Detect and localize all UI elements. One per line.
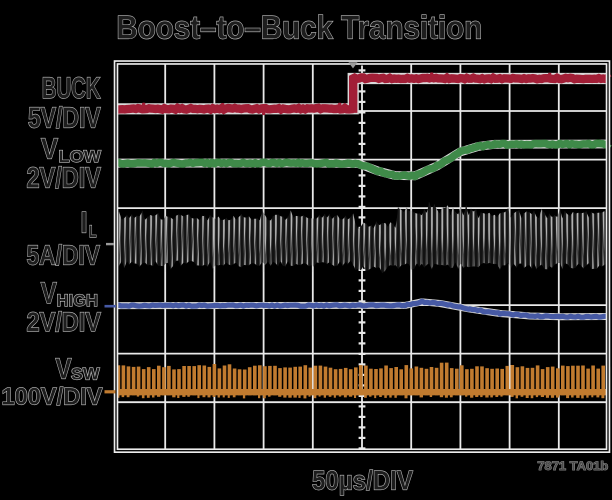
svg-text:L: L	[89, 223, 97, 241]
svg-text:2V/DIV: 2V/DIV	[27, 308, 102, 338]
svg-text:HIGH: HIGH	[57, 291, 98, 310]
svg-text:LOW: LOW	[59, 147, 102, 166]
svg-text:V: V	[56, 352, 72, 385]
svg-text:I: I	[81, 206, 88, 239]
svg-text:BUCK: BUCK	[42, 72, 102, 105]
svg-text:7871 TA01b: 7871 TA01b	[537, 460, 608, 473]
svg-text:2V/DIV: 2V/DIV	[27, 161, 102, 194]
svg-text:Boost–to–Buck Transition: Boost–to–Buck Transition	[116, 9, 482, 46]
svg-text:5A/DIV: 5A/DIV	[27, 240, 100, 271]
svg-text:V: V	[41, 275, 57, 309]
svg-text:5V/DIV: 5V/DIV	[28, 103, 101, 134]
svg-text:50µs/DIV: 50µs/DIV	[312, 466, 413, 495]
svg-text:SW: SW	[71, 364, 100, 383]
svg-text:100V/DIV: 100V/DIV	[2, 383, 103, 410]
svg-text:V: V	[41, 132, 59, 165]
